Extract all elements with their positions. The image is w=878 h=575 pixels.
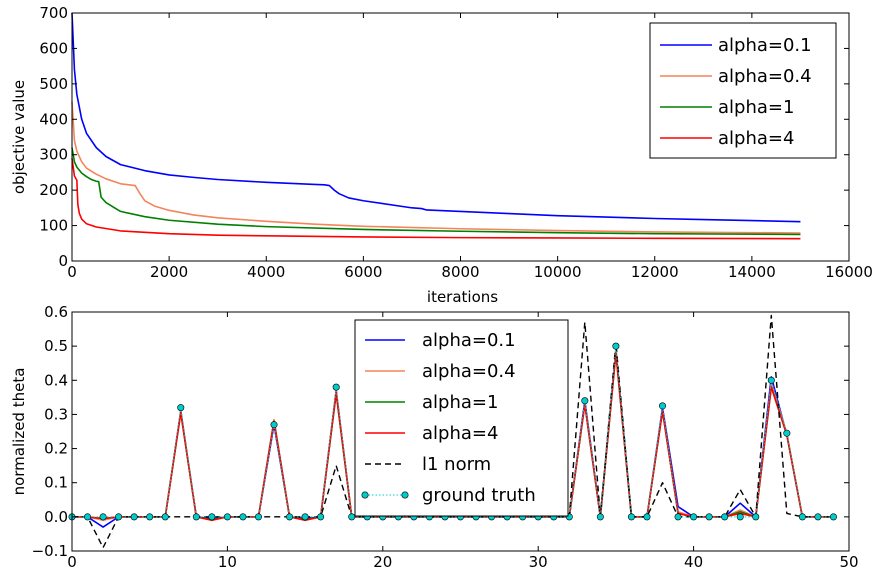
- x-tick-label: 10000: [534, 263, 582, 281]
- data-point: [99, 513, 107, 521]
- legend: alpha=0.1 alpha=0.4 alpha=1 alpha=4: [649, 22, 837, 159]
- legend-label-2: alpha=1: [422, 392, 498, 413]
- y-tick-label: 700: [39, 4, 68, 22]
- legend-label-4: l1 norm: [422, 454, 491, 475]
- data-point: [130, 513, 138, 521]
- x-tick-label: 20: [373, 553, 392, 571]
- x-tick-label: 12000: [631, 263, 679, 281]
- legend-label-1: alpha=0.4: [718, 66, 812, 87]
- data-point: [146, 513, 154, 521]
- legend-label-0: alpha=0.1: [718, 35, 812, 56]
- y-tick-label: 0.2: [44, 440, 68, 458]
- data-point: [612, 342, 620, 350]
- data-point: [581, 397, 589, 405]
- x-tick-label: 16000: [825, 263, 873, 281]
- data-point: [286, 513, 294, 521]
- data-point: [690, 513, 698, 521]
- data-point: [301, 513, 309, 521]
- legend-label-2: alpha=1: [718, 97, 794, 118]
- series-line-0: [71, 12, 801, 223]
- x-tick-label: 0: [67, 263, 77, 281]
- data-point: [783, 429, 791, 437]
- axes-frame: [71, 311, 850, 552]
- normalized-theta-chart: 0 10 20 30 40 50 −0.1 0.0 0.1 0.2 0.3 0.4 0.5 0.6 norm…: [10, 303, 859, 571]
- y-tick-label: 0.5: [44, 337, 68, 355]
- data-point: [317, 513, 325, 521]
- y-tick-label: 0.0: [44, 508, 68, 526]
- data-point: [798, 513, 806, 521]
- data-point: [332, 383, 340, 391]
- x-tick-label: 0: [67, 553, 77, 571]
- legend-label-5: ground truth: [422, 485, 536, 506]
- data-point: [736, 513, 744, 521]
- data-point: [705, 513, 713, 521]
- data-point: [829, 513, 837, 521]
- legend: alpha=0.1 alpha=0.4 alpha=1 alpha=4 l1 norm g…: [354, 319, 569, 517]
- data-point: [192, 513, 200, 521]
- x-tick-label: 40: [684, 553, 703, 571]
- data-point: [348, 513, 356, 521]
- data-point: [767, 376, 775, 384]
- y-tick-label: 300: [39, 146, 68, 164]
- y-tick-label: 0.3: [44, 405, 68, 423]
- y-axis-label: objective value: [10, 80, 28, 194]
- y-tick-label: 600: [39, 39, 68, 57]
- y-tick-label: 500: [39, 75, 68, 93]
- data-point: [674, 513, 682, 521]
- data-point: [254, 513, 262, 521]
- series-line-3: [71, 158, 801, 240]
- legend-marker: [361, 491, 369, 499]
- data-point: [643, 513, 651, 521]
- series-group: [71, 12, 801, 240]
- x-tick-label: 2000: [150, 263, 188, 281]
- legend-label-0: alpha=0.1: [422, 330, 516, 351]
- data-point: [84, 513, 92, 521]
- legend-box: [354, 319, 569, 517]
- legend-label-3: alpha=4: [422, 423, 498, 444]
- x-tick-label: 8000: [441, 263, 479, 281]
- y-tick-label: 0.1: [44, 474, 68, 492]
- x-tick-label: 10: [218, 553, 237, 571]
- data-point: [115, 513, 123, 521]
- y-tick-label: −0.1: [32, 542, 68, 560]
- data-point: [659, 402, 667, 410]
- objective-value-chart: 0 2000 4000 6000 8000 10000 12000 14000 16000 0 10…: [10, 4, 873, 306]
- data-point: [752, 513, 760, 521]
- data-point: [270, 421, 278, 429]
- data-point: [239, 513, 247, 521]
- y-tick-label: 400: [39, 110, 68, 128]
- y-tick-label: 0: [58, 252, 68, 270]
- y-tick-label: 0.4: [44, 371, 68, 389]
- x-tick-label: 6000: [344, 263, 382, 281]
- series-line-2: [71, 147, 801, 236]
- data-point: [177, 404, 185, 412]
- data-point: [596, 513, 604, 521]
- x-tick-label: 4000: [247, 263, 285, 281]
- y-tick-label: 200: [39, 181, 68, 199]
- y-tick-label: 100: [39, 217, 68, 235]
- data-point: [208, 513, 216, 521]
- y-tick-label: 0.6: [44, 303, 68, 321]
- series-line-1: [71, 101, 801, 234]
- data-point: [814, 513, 822, 521]
- legend-marker: [401, 491, 409, 499]
- x-tick-label: 14000: [728, 263, 776, 281]
- y-axis-label: normalized theta: [10, 368, 28, 496]
- x-axis-label: iterations: [427, 288, 498, 306]
- legend-label-3: alpha=4: [718, 128, 794, 149]
- data-point: [627, 513, 635, 521]
- x-tick-label: 50: [839, 553, 858, 571]
- data-point: [223, 513, 231, 521]
- data-point: [161, 513, 169, 521]
- x-tick-label: 30: [529, 553, 548, 571]
- legend-label-1: alpha=0.4: [422, 361, 516, 382]
- data-point: [721, 513, 729, 521]
